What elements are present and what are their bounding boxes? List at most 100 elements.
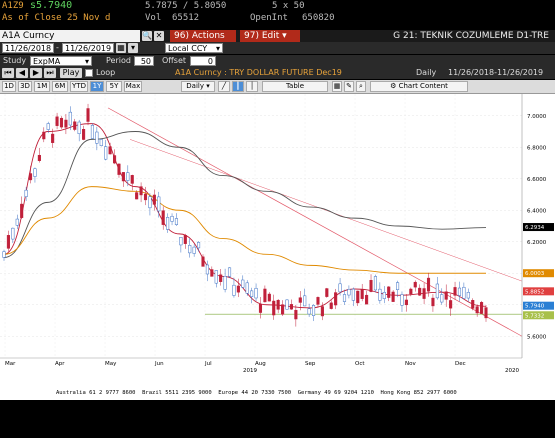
table-button[interactable]: Table	[262, 81, 328, 92]
zoom-icon[interactable]: ⌕	[356, 81, 366, 92]
candle-body	[382, 292, 386, 299]
candle-body	[219, 274, 223, 282]
price-chart[interactable]: 5.60005.80006.00006.20006.40006.60006.80…	[0, 94, 555, 400]
candle-body	[117, 163, 121, 175]
candle-body	[316, 297, 320, 305]
date-separator-icon: -	[56, 43, 59, 52]
table-label: Table	[285, 82, 305, 90]
chevron-down-icon: ▾	[84, 57, 89, 66]
candle-body	[188, 245, 192, 254]
next-frame-icon[interactable]: ▶	[30, 68, 42, 78]
security-field[interactable]: A1A Curncy	[0, 30, 140, 42]
gear-icon: ⚙	[390, 82, 397, 90]
candle-body	[126, 172, 130, 181]
period-label: Period	[106, 56, 131, 65]
bar-chart-icon[interactable]: │	[246, 81, 258, 92]
search-icon[interactable]: 🔍	[142, 31, 152, 41]
loop-checkbox[interactable]	[85, 69, 93, 77]
candle-body	[73, 121, 77, 130]
price-tag-label: 6.0003	[525, 271, 545, 277]
period-picker-icon[interactable]: ▾	[128, 43, 138, 53]
footer-line-2: Japan 81 3 4565 8900 Singapore 65 6212 1…	[56, 408, 487, 414]
candle-body	[95, 131, 99, 144]
candle-body	[15, 218, 19, 226]
candle-body	[214, 270, 218, 284]
chart-content-label: Chart Content	[398, 82, 448, 90]
candle-body	[68, 111, 72, 126]
line-chart-icon[interactable]: ╱	[218, 81, 230, 92]
price-tag	[523, 287, 554, 296]
candle-chart-icon[interactable]: ┃	[232, 81, 244, 92]
series-line	[3, 123, 487, 309]
candle-body	[108, 146, 112, 155]
candle-body	[396, 282, 400, 290]
annotate-icon[interactable]: ✎	[344, 81, 354, 92]
ticker: A1Z9	[2, 1, 24, 11]
period-button-1d[interactable]: 1D	[2, 81, 16, 92]
end-date-field[interactable]: 11/26/2019	[62, 43, 114, 53]
period-button-max[interactable]: Max	[124, 81, 142, 92]
candle-body	[342, 294, 347, 302]
candle-body	[449, 300, 453, 309]
candle-body	[480, 302, 484, 314]
candle-body	[475, 306, 479, 314]
candle-body	[409, 288, 413, 295]
x-tick-label: Sep	[305, 361, 316, 367]
candle-body	[152, 194, 156, 205]
candle-body	[130, 175, 134, 184]
calendar-icon[interactable]: ▦	[116, 43, 126, 53]
candle-body	[183, 235, 187, 244]
x-tick-label: Oct	[355, 361, 365, 367]
currency-select[interactable]: Local CCY ▾	[165, 43, 223, 53]
frequency-select[interactable]: Daily ▾	[181, 81, 215, 92]
candle-body	[365, 294, 369, 305]
period-button-6m[interactable]: 6M	[52, 81, 68, 92]
table-icon[interactable]: ▦	[332, 81, 342, 92]
actions-number: 96)	[174, 31, 189, 41]
period-button-ytd[interactable]: YTD	[70, 81, 88, 92]
page-title: G 21: TEKNIK COZUMLEME D1-TRE	[393, 31, 549, 41]
period-input[interactable]: 50	[134, 56, 154, 66]
first-frame-icon[interactable]: ⏮	[2, 68, 14, 78]
candle-body	[307, 308, 311, 315]
candle-body	[99, 139, 103, 147]
start-date-field[interactable]: 11/26/2018	[2, 43, 54, 53]
candle-body	[254, 288, 258, 299]
actions-menu[interactable]: 96) Actions ▾	[170, 30, 236, 53]
candle-body	[201, 256, 205, 267]
volume-value: 65512	[172, 13, 200, 23]
edit-menu[interactable]: 97) Edit ▾	[240, 30, 300, 42]
chart-content-button[interactable]: ⚙ Chart Content	[370, 81, 468, 92]
prev-frame-icon[interactable]: ◀	[16, 68, 28, 78]
study-label: Study	[3, 56, 27, 65]
y-tick-label: 5.6000	[527, 334, 547, 340]
candle-body	[325, 288, 329, 297]
period-button-1y[interactable]: 1Y	[90, 81, 104, 92]
candle-body	[227, 267, 232, 277]
x-tick-label: Nov	[405, 361, 416, 367]
candle-body	[59, 117, 64, 128]
bid-ask: 5.7875 / 5.8050	[145, 1, 227, 11]
price-tag	[523, 311, 554, 320]
candle-body	[210, 269, 214, 277]
period-button-1m[interactable]: 1M	[34, 81, 50, 92]
candle-body	[431, 297, 435, 307]
offset-input[interactable]: 0	[190, 56, 216, 66]
study-select[interactable]: ExpMA ▾	[30, 56, 92, 66]
candle-body	[143, 193, 148, 201]
currency-value: Local CCY	[168, 44, 208, 53]
candle-body	[179, 237, 183, 246]
last-frame-icon[interactable]: ⏭	[44, 68, 56, 78]
play-button[interactable]: Play	[60, 68, 82, 78]
period-button-3d[interactable]: 3D	[18, 81, 32, 92]
chart-toolbar: 1D 3D 1M 6M YTD 1Y 5Y Max Daily ▾ ╱ ┃ │ Table ▦…	[0, 80, 555, 94]
candle-body	[6, 235, 10, 249]
candle-body	[298, 297, 302, 303]
candle-body	[391, 291, 395, 302]
candle-body	[139, 186, 143, 196]
candle-body	[192, 246, 196, 254]
period-button-5y[interactable]: 5Y	[106, 81, 122, 92]
edit-number: 97)	[244, 31, 259, 41]
candle-body	[113, 155, 117, 164]
close-icon[interactable]: ✕	[154, 31, 164, 41]
